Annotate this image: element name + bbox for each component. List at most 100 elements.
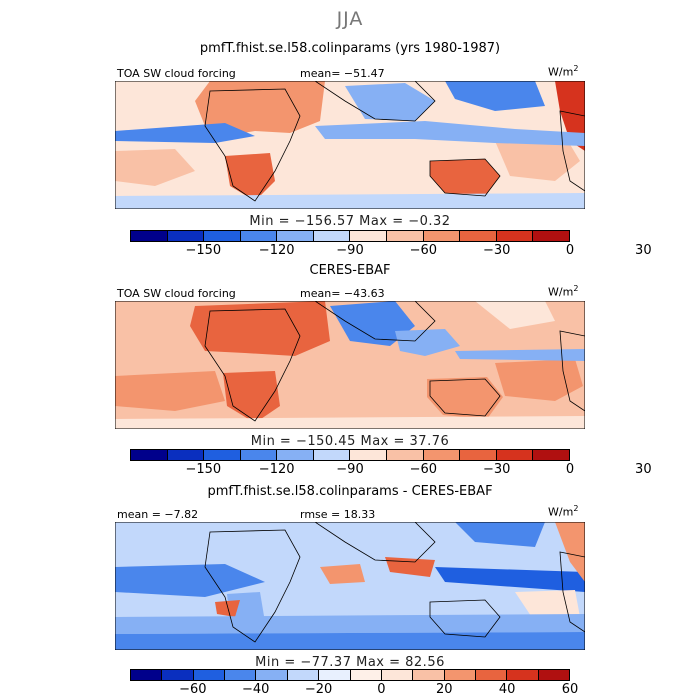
colorbar-swatch: [460, 450, 497, 460]
panel-2-north-africa-arabia: [190, 301, 330, 356]
colorbar-swatch: [204, 231, 241, 241]
panel-1-minmax: Min = −156.57 Max = −0.32: [249, 214, 451, 229]
colorbar-tick-label: 40: [498, 682, 516, 697]
panel-3-colorbar-ticks: −60 −40 −20 0 20 40 60: [130, 682, 578, 698]
colorbar-tick-label: −150: [185, 243, 222, 258]
panel-2-maritime-continent: [395, 329, 460, 356]
panel-1-mean: mean= −51.47: [300, 67, 385, 80]
colorbar-swatch: [167, 231, 205, 241]
colorbar-tick-label: 0: [377, 682, 386, 697]
colorbar-swatch: [277, 450, 314, 460]
colorbar-swatch: [131, 450, 168, 460]
panel-2-minmax: Min = −150.45 Max = 37.76: [250, 434, 450, 449]
colorbar-tick-label: 30: [635, 243, 652, 258]
panel-2-southern-africa: [223, 371, 280, 423]
colorbar-swatch: [460, 231, 497, 241]
colorbar-tick-label: −60: [409, 462, 438, 477]
colorbar-swatch: [256, 670, 288, 680]
colorbar-swatch: [533, 231, 569, 241]
colorbar-swatch: [533, 450, 569, 460]
panel-2-southern-ocean: [115, 416, 585, 429]
colorbar-swatch: [350, 670, 382, 680]
colorbar-swatch: [423, 450, 461, 460]
colorbar-tick-label: −120: [258, 462, 295, 477]
colorbar-swatch: [277, 231, 314, 241]
panel-1-units: W/m2: [548, 64, 579, 79]
panel-2-monsoon: [330, 301, 415, 346]
colorbar-swatch: [496, 231, 534, 241]
colorbar-swatch: [387, 450, 424, 460]
colorbar-swatch: [413, 670, 445, 680]
panel-3-peru-pos: [555, 522, 585, 582]
panel-2-colorbar-ticks: −150 −120 −90 −60 −30 0 30: [130, 462, 651, 478]
panel-3-coast-australia: [429, 599, 501, 638]
panel-3-south-band: [115, 614, 585, 634]
colorbar-swatch: [350, 231, 388, 241]
panel-1-colorbar: [130, 230, 570, 242]
panel-3-sa-east: [215, 600, 240, 617]
colorbar-swatch: [225, 670, 257, 680]
panel-1-map: [115, 81, 585, 209]
panel-1-australia: [430, 159, 500, 196]
colorbar-swatch: [313, 231, 351, 241]
colorbar-swatch: [507, 670, 539, 680]
panel-3-coast-africa: [204, 529, 301, 643]
colorbar-swatch: [350, 450, 388, 460]
panel-2-australia: [427, 377, 503, 419]
panel-1-north-africa-arabia: [195, 81, 325, 136]
colorbar-tick-label: −120: [258, 243, 295, 258]
panel-2-mean: mean= −43.63: [300, 287, 385, 300]
colorbar-tick-label: −30: [482, 243, 511, 258]
panel-3-coast-s-america: [559, 551, 585, 633]
panel-1-southern-ocean: [115, 193, 585, 209]
panel-1-coast-asia: [314, 81, 436, 122]
colorbar-swatch: [387, 231, 424, 241]
panel-3-units: W/m2: [548, 504, 579, 519]
panel-3-map: [115, 522, 585, 650]
colorbar-swatch: [313, 450, 351, 460]
panel-1-itcz-atlantic: [115, 123, 255, 143]
panel-3-north-pacific: [455, 522, 545, 547]
panel-3-pacific-neg: [435, 567, 585, 592]
colorbar-tick-label: −90: [336, 462, 364, 477]
colorbar-swatch: [193, 670, 226, 680]
colorbar-tick-label: 30: [635, 462, 652, 477]
panel-1-field-label: TOA SW cloud forcing: [117, 67, 236, 80]
panel-1-coast-s-america: [559, 110, 585, 192]
colorbar-tick-label: −60: [179, 682, 207, 697]
panel-3-se-pacific-pos: [515, 590, 580, 622]
colorbar-swatch: [475, 670, 508, 680]
panel-3-far-south: [115, 632, 585, 650]
colorbar-swatch: [444, 670, 476, 680]
panel-2-north-pacific: [475, 301, 555, 329]
panel-1-colorbar-ticks: −150 −120 −90 −60 −30 0 30: [130, 243, 651, 259]
colorbar-tick-label: −20: [304, 682, 333, 697]
colorbar-swatch: [538, 670, 570, 680]
colorbar-tick-label: −30: [482, 462, 511, 477]
colorbar-tick-label: −150: [185, 462, 222, 477]
colorbar-swatch: [423, 231, 461, 241]
colorbar-tick-label: −60: [409, 243, 438, 258]
panel-3-atlantic-band: [115, 564, 265, 597]
panel-2-coast-s-america: [559, 330, 585, 412]
colorbar-tick-label: 60: [561, 682, 579, 697]
panel-2-coast-australia: [429, 378, 501, 417]
panel-3-coast-asia: [314, 522, 436, 563]
colorbar-tick-label: 0: [565, 462, 575, 477]
panel-2-itcz-pacific: [455, 349, 585, 361]
colorbar-swatch: [167, 450, 205, 460]
colorbar-swatch: [381, 670, 414, 680]
colorbar-swatch: [319, 670, 351, 680]
colorbar-swatch: [287, 670, 320, 680]
colorbar-swatch: [240, 450, 278, 460]
panel-1-se-pacific: [495, 136, 580, 181]
colorbar-swatch: [162, 670, 194, 680]
panel-3-mean: mean = −7.82: [117, 508, 199, 521]
colorbar-tick-label: 20: [436, 682, 453, 697]
panel-2-coast-africa: [204, 308, 301, 422]
colorbar-swatch: [131, 670, 163, 680]
colorbar-swatch: [131, 231, 168, 241]
colorbar-tick-label: −40: [241, 682, 270, 697]
colorbar-swatch: [496, 450, 534, 460]
panel-2-field-label: TOA SW cloud forcing: [117, 287, 236, 300]
